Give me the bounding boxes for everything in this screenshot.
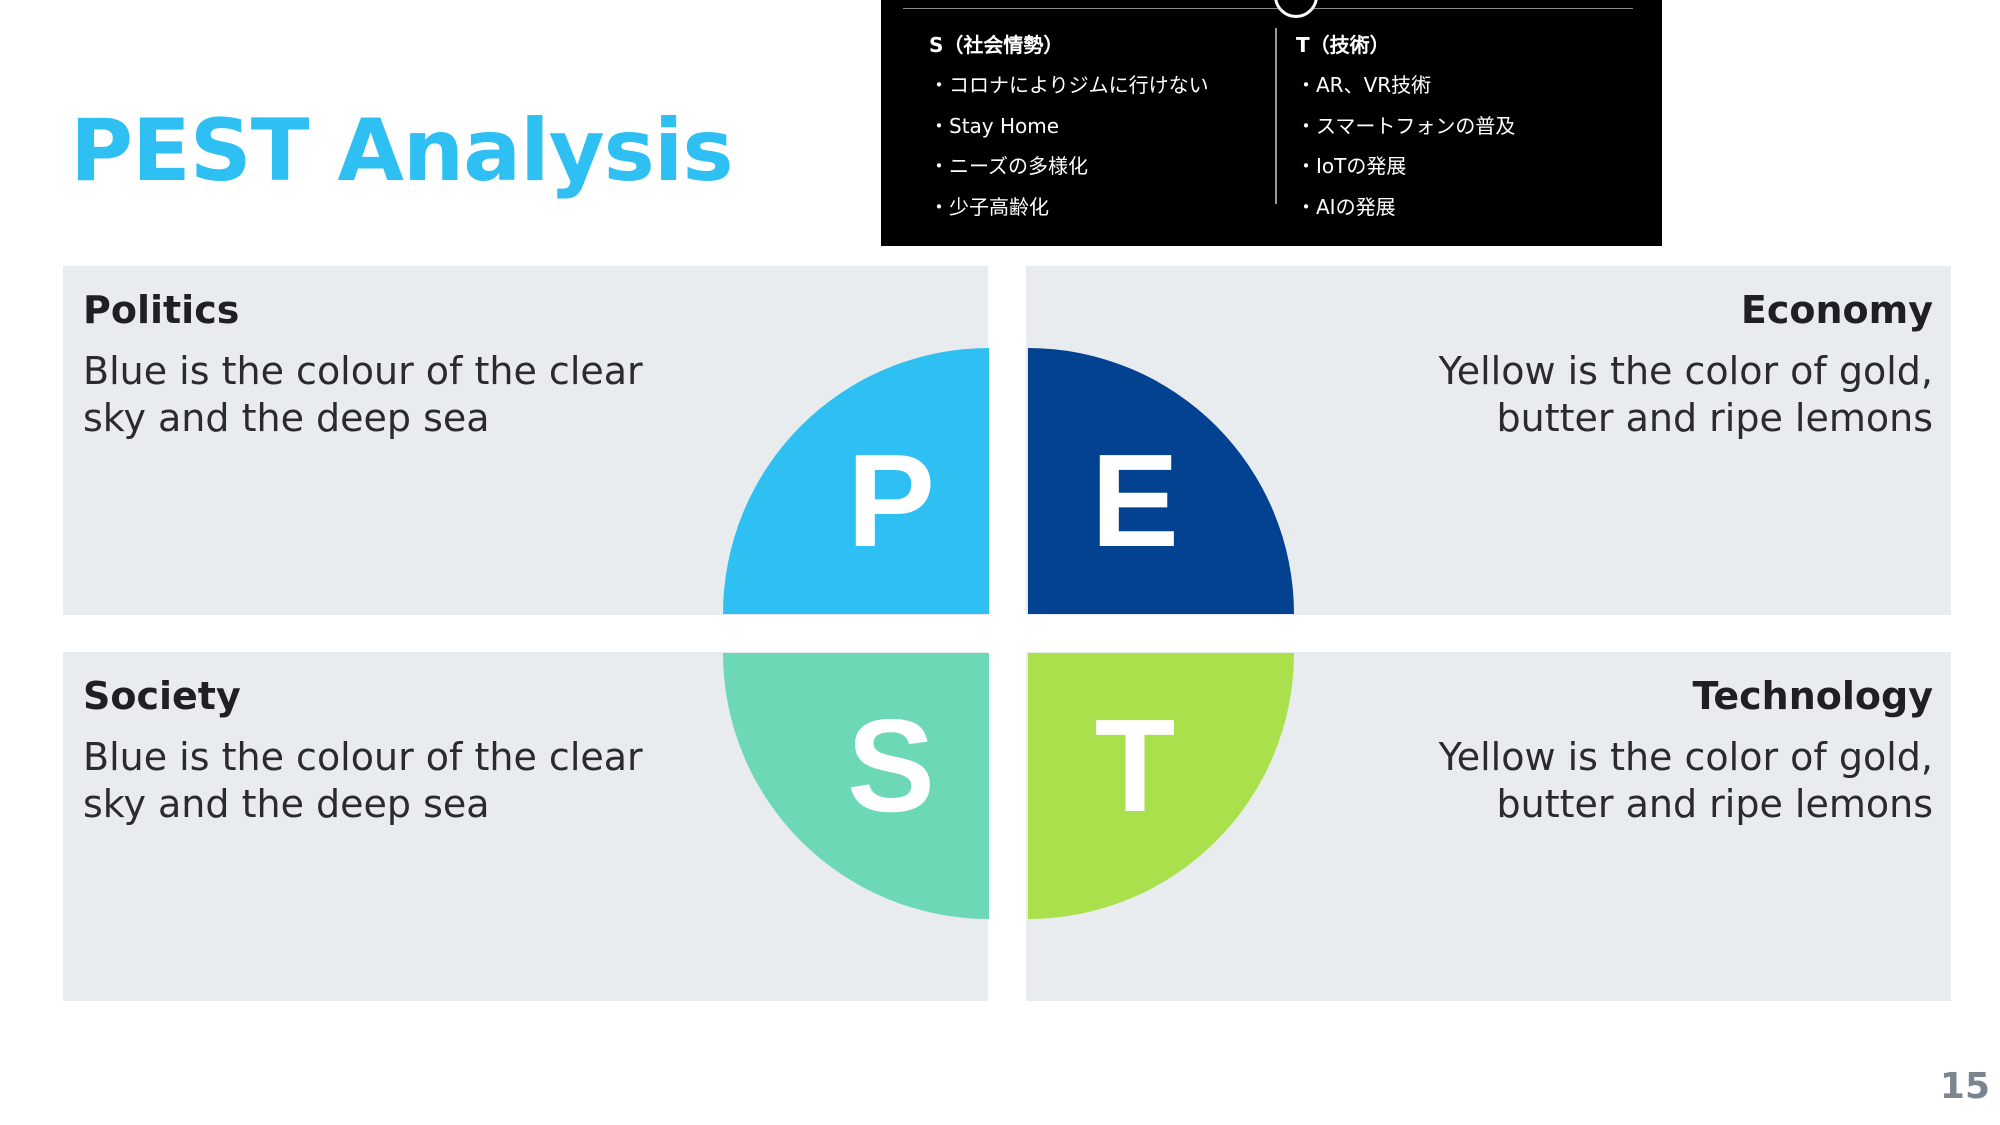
inset-technology-list: ・AR、VR技術 ・スマートフォンの普及 ・IoTの発展 ・AIの発展 [1296,70,1515,232]
pest-circle: P E S T [723,348,1294,919]
politics-heading: Politics [83,288,240,332]
economy-description: Yellow is the color of gold, butter and … [1439,348,1933,442]
inset-society-heading: S（社会情勢） [929,33,1064,57]
inset-society-list: ・コロナによりジムに行けない ・Stay Home ・ニーズの多様化 ・少子高齢… [929,70,1209,232]
inset-society-item: ・Stay Home [929,113,1060,138]
inset-technology-item: ・スマートフォンの普及 [1296,113,1516,138]
inset-technology-item: ・AR、VR技術 [1296,73,1432,97]
society-description-line: sky and the deep sea [83,782,490,826]
technology-heading: Technology [1692,674,1934,718]
inset-technology-item: ・IoTの発展 [1296,154,1407,178]
technology-description-line: butter and ripe lemons [1496,782,1934,826]
economy-description-line: Yellow is the color of gold, [1438,349,1933,393]
inset-society-item: ・少子高齢化 [929,194,1049,219]
inset-technology-heading: T（技術） [1296,33,1390,57]
inset-technology-column: T（技術） ・AR、VR技術 ・スマートフォンの普及 ・IoTの発展 ・AIの発… [1296,30,1515,232]
inset-center-circle [1274,0,1318,18]
politics-description-line: sky and the deep sea [83,396,490,440]
society-description-line: Blue is the colour of the clear [83,735,643,779]
economy-heading: Economy [1740,288,1933,332]
quadrant-t: T [1028,653,1294,919]
inset-image-analysis-table: S（社会情勢） ・コロナによりジムに行けない ・Stay Home ・ニーズの多… [881,0,1662,246]
inset-column-divider [1275,28,1277,204]
inset-top-divider [903,8,1633,9]
quadrant-e: E [1028,348,1294,614]
inset-technology-item: ・AIの発展 [1296,194,1396,219]
society-description: Blue is the colour of the clear sky and … [83,734,643,828]
economy-description-line: butter and ripe lemons [1496,396,1934,440]
politics-description: Blue is the colour of the clear sky and … [83,348,643,442]
inset-society-item: ・ニーズの多様化 [929,154,1088,178]
technology-description-line: Yellow is the color of gold, [1438,735,1933,779]
slide-title: PEST Analysis [70,101,734,201]
inset-society-item: ・コロナによりジムに行けない [929,73,1209,97]
technology-description: Yellow is the color of gold, butter and … [1439,734,1933,828]
quadrant-s: S [723,653,989,919]
inset-society-column: S（社会情勢） ・コロナによりジムに行けない ・Stay Home ・ニーズの多… [929,30,1209,232]
quadrant-p: P [723,348,989,614]
page-number: 15 [1939,1066,1990,1107]
politics-description-line: Blue is the colour of the clear [83,349,643,393]
society-heading: Society [83,674,241,718]
